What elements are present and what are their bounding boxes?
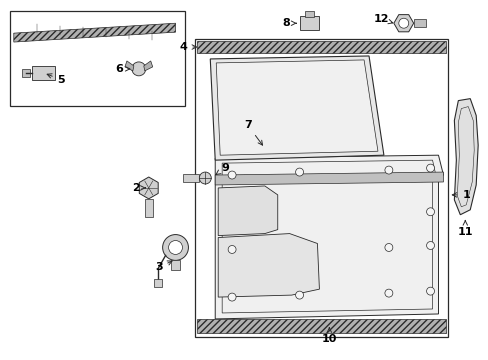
Polygon shape [32,66,55,80]
Bar [413,19,425,27]
Circle shape [426,242,434,249]
Text: 5: 5 [47,74,65,85]
Text: 12: 12 [372,14,392,24]
Polygon shape [14,23,175,42]
Bar [153,279,162,287]
Text: 4: 4 [179,42,196,52]
Circle shape [384,289,392,297]
Polygon shape [143,61,152,71]
Text: 11: 11 [457,221,472,237]
Text: 8: 8 [282,18,296,28]
Polygon shape [216,60,377,155]
Circle shape [426,164,434,172]
Polygon shape [197,41,446,53]
Circle shape [384,166,392,174]
Polygon shape [393,15,413,32]
Circle shape [163,235,188,260]
Polygon shape [197,319,446,333]
Polygon shape [124,61,134,71]
Bar [144,199,152,217]
Polygon shape [453,99,477,215]
Bar [10,11,185,105]
Circle shape [426,287,434,295]
Circle shape [168,240,182,255]
Text: 9: 9 [216,163,228,175]
Text: 6: 6 [115,64,129,74]
Bar [299,16,319,30]
Circle shape [132,62,145,76]
Circle shape [426,208,434,216]
Polygon shape [218,186,277,235]
Bar [195,39,447,337]
Circle shape [295,168,303,176]
Text: 7: 7 [244,121,262,145]
Circle shape [228,293,236,301]
Polygon shape [218,234,319,297]
Bar [183,174,199,182]
Text: 10: 10 [321,328,336,344]
Polygon shape [210,56,383,160]
Circle shape [228,246,236,253]
Circle shape [398,18,408,28]
Circle shape [384,243,392,251]
Polygon shape [215,172,443,185]
Text: 3: 3 [155,261,172,272]
Bar [170,260,180,270]
Polygon shape [215,155,443,319]
Circle shape [295,291,303,299]
Bar [304,11,314,17]
Text: 2: 2 [132,183,145,193]
Circle shape [228,171,236,179]
Polygon shape [21,69,30,77]
Polygon shape [139,177,158,199]
Text: 1: 1 [451,190,469,200]
Circle shape [199,172,211,184]
